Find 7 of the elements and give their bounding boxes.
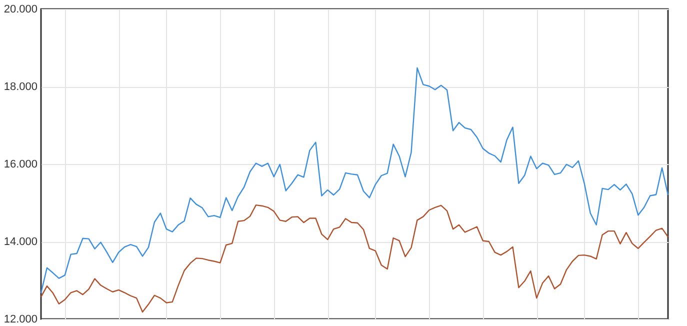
y-tick-label: 12.000 xyxy=(4,314,38,326)
line-series xyxy=(40,204,669,313)
line-series xyxy=(40,67,669,294)
y-tick-label: 16.000 xyxy=(4,158,38,170)
y-tick-label: 14.000 xyxy=(4,236,38,248)
y-tick-label: 20.000 xyxy=(4,4,38,16)
y-tick-label: 18.000 xyxy=(4,81,38,93)
